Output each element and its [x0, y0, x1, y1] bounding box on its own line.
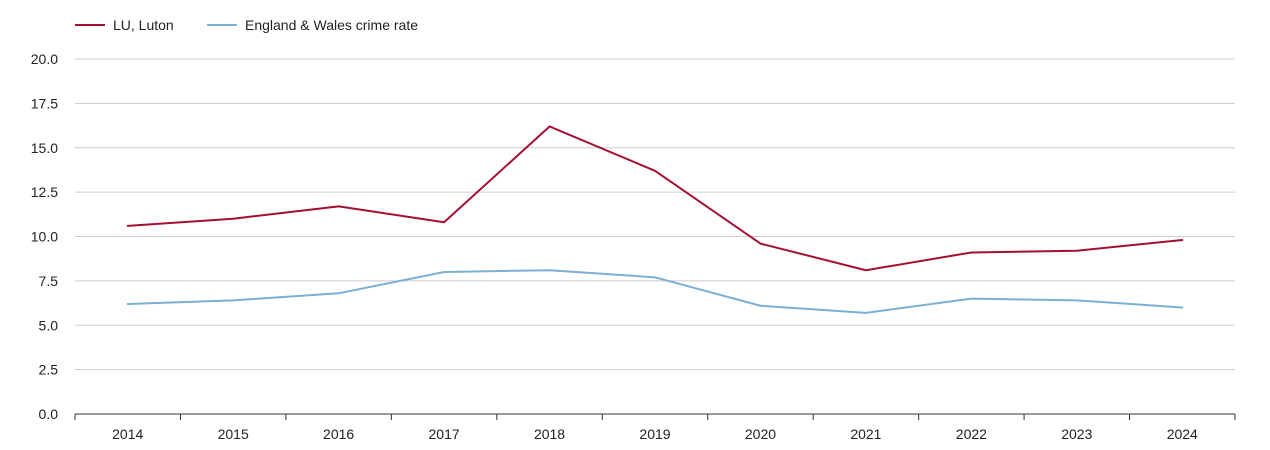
y-tick-label: 15.0	[31, 140, 58, 156]
x-axis: 2014 2015 2016 2017 2018 2019 2020 2021 2022 2023…	[74, 413, 1236, 442]
legend-label-luton: LU, Luton	[113, 17, 174, 33]
series-line-lu-luton[interactable]	[126, 125, 1184, 272]
y-tick-label: 0.0	[39, 406, 59, 422]
y-axis: 0.0 2.5 5.0 7.5 10.0 12.5 15.0 17.5 20.0	[31, 51, 58, 422]
x-tick-label: 2017	[429, 426, 460, 442]
data-point-lu-luton[interactable]	[123, 221, 133, 231]
x-tick-label: 2024	[1167, 426, 1198, 442]
data-point-lu-luton[interactable]	[1072, 246, 1082, 256]
data-point-england-wales-crime-rate[interactable]	[966, 294, 976, 304]
y-tick-label: 2.5	[39, 362, 59, 378]
data-point-england-wales-crime-rate[interactable]	[1072, 295, 1082, 305]
data-point-england-wales-crime-rate[interactable]	[228, 295, 238, 305]
legend: LU, Luton England & Wales crime rate	[75, 17, 418, 33]
x-tick-label: 2019	[639, 426, 670, 442]
data-point-england-wales-crime-rate[interactable]	[755, 301, 765, 311]
y-tick-label: 10.0	[31, 229, 58, 245]
data-point-lu-luton[interactable]	[755, 239, 765, 249]
y-tick-label: 5.0	[39, 317, 59, 333]
series-line-england-wales-crime-rate[interactable]	[126, 269, 1184, 314]
data-point-lu-luton[interactable]	[861, 265, 871, 275]
data-point-england-wales-crime-rate[interactable]	[1177, 303, 1187, 313]
x-tick-label: 2020	[745, 426, 776, 442]
data-point-lu-luton[interactable]	[650, 166, 660, 176]
y-tick-label: 12.5	[31, 184, 58, 200]
data-point-lu-luton[interactable]	[334, 201, 344, 211]
y-tick-label: 17.5	[31, 95, 58, 111]
gridlines	[75, 58, 1235, 371]
data-point-england-wales-crime-rate[interactable]	[439, 267, 449, 277]
series-layer	[123, 121, 1187, 318]
data-point-england-wales-crime-rate[interactable]	[123, 299, 133, 309]
data-point-england-wales-crime-rate[interactable]	[650, 272, 660, 282]
x-tick-label: 2021	[850, 426, 881, 442]
data-point-lu-luton[interactable]	[439, 217, 449, 227]
data-point-lu-luton[interactable]	[228, 214, 238, 224]
x-tick-label: 2018	[534, 426, 565, 442]
x-tick-label: 2015	[218, 426, 249, 442]
x-tick-label: 2016	[323, 426, 354, 442]
data-point-lu-luton[interactable]	[1177, 235, 1187, 245]
data-point-lu-luton[interactable]	[966, 247, 976, 257]
legend-label-england-wales: England & Wales crime rate	[245, 17, 418, 33]
x-tick-label: 2022	[956, 426, 987, 442]
y-tick-label: 20.0	[31, 51, 58, 67]
data-point-england-wales-crime-rate[interactable]	[861, 308, 871, 318]
x-tick-label: 2014	[112, 426, 143, 442]
x-tick-label: 2023	[1061, 426, 1092, 442]
legend-item-luton[interactable]: LU, Luton	[75, 17, 174, 33]
y-tick-label: 7.5	[39, 273, 59, 289]
data-point-england-wales-crime-rate[interactable]	[334, 288, 344, 298]
legend-item-england-wales[interactable]: England & Wales crime rate	[207, 17, 418, 33]
data-point-england-wales-crime-rate[interactable]	[545, 265, 555, 275]
data-point-lu-luton[interactable]	[545, 121, 555, 131]
